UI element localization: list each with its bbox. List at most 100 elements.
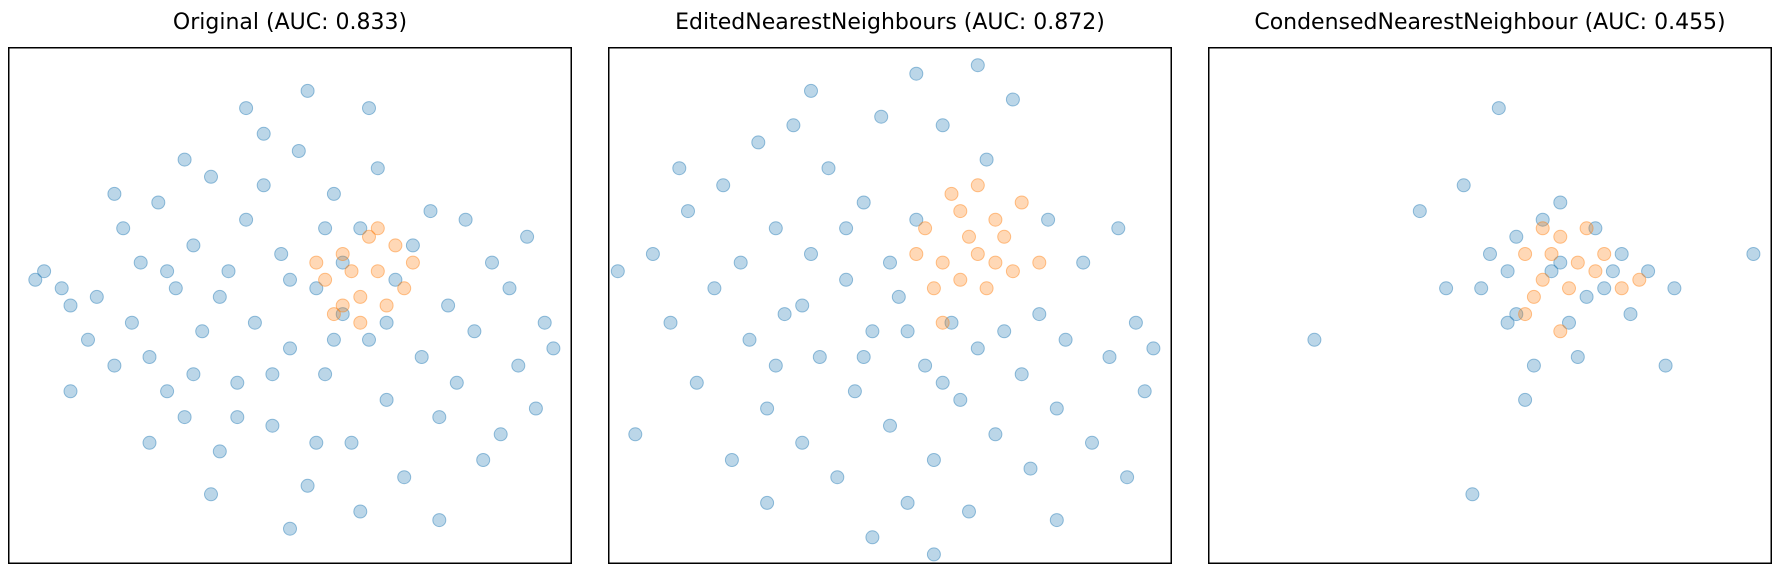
majority-point xyxy=(212,289,227,304)
majority-point xyxy=(107,186,122,201)
minority-point xyxy=(379,298,394,313)
majority-point xyxy=(370,161,385,176)
majority-point xyxy=(909,66,924,81)
majority-point xyxy=(186,367,201,382)
majority-point xyxy=(537,315,552,330)
majority-point xyxy=(274,247,289,261)
majority-point xyxy=(1439,281,1454,296)
majority-point xyxy=(168,281,183,296)
majority-point xyxy=(1623,307,1638,322)
minority-point xyxy=(362,229,376,244)
majority-point xyxy=(362,101,376,116)
majority-point xyxy=(1500,264,1515,279)
minority-point xyxy=(1553,324,1568,339)
majority-point xyxy=(1526,358,1541,373)
majority-point xyxy=(760,495,775,510)
majority-point xyxy=(81,332,95,347)
majority-point xyxy=(1509,307,1524,322)
majority-point xyxy=(1456,178,1471,193)
minority-point xyxy=(370,264,385,279)
majority-point xyxy=(1570,350,1585,364)
majority-point xyxy=(1076,255,1091,270)
minority-point xyxy=(970,178,985,193)
majority-point xyxy=(830,470,845,485)
majority-point xyxy=(1049,401,1064,416)
majority-point xyxy=(379,315,394,330)
majority-point xyxy=(204,169,218,184)
majority-point xyxy=(239,101,254,116)
majority-point xyxy=(1474,281,1489,296)
majority-point xyxy=(1005,92,1020,107)
majority-point xyxy=(362,332,376,347)
minority-point xyxy=(1632,272,1647,287)
scatter-plot-edited-nearest-neighbours xyxy=(608,47,1172,564)
majority-point xyxy=(177,410,192,425)
majority-point xyxy=(1553,195,1568,210)
majority-point xyxy=(511,358,526,373)
majority-point xyxy=(1023,461,1038,476)
minority-point xyxy=(1005,264,1020,279)
majority-point xyxy=(760,401,775,416)
majority-point xyxy=(432,410,447,425)
majority-point xyxy=(63,298,78,313)
majority-point xyxy=(795,298,810,313)
minority-point xyxy=(1518,247,1533,261)
majority-point xyxy=(926,453,941,467)
majority-point xyxy=(663,315,678,330)
majority-point xyxy=(476,453,491,467)
minority-point xyxy=(1562,281,1576,296)
majority-point xyxy=(935,375,950,390)
majority-point xyxy=(107,358,122,373)
majority-point xyxy=(1120,470,1135,485)
minority-point xyxy=(405,255,420,270)
majority-point xyxy=(777,307,792,322)
minority-point xyxy=(1579,221,1594,236)
majority-point xyxy=(883,255,897,270)
majority-point xyxy=(397,470,412,485)
majority-point xyxy=(786,118,801,133)
majority-point xyxy=(874,109,889,124)
minority-point xyxy=(979,281,994,296)
plot-frame xyxy=(1208,47,1772,564)
majority-point xyxy=(116,221,131,236)
majority-point xyxy=(865,324,880,339)
majority-point xyxy=(265,418,280,433)
plot-frame xyxy=(8,47,572,564)
minority-point xyxy=(353,289,368,304)
majority-point xyxy=(133,255,148,270)
majority-point xyxy=(1483,247,1497,261)
panel-edited-nearest-neighbours: EditedNearestNeighbours (AUC: 0.872) xyxy=(608,0,1172,585)
majority-point xyxy=(997,324,1012,339)
majority-point xyxy=(256,126,271,141)
majority-point xyxy=(953,392,968,407)
majority-point xyxy=(432,513,447,528)
majority-point xyxy=(839,221,854,236)
minority-point xyxy=(1614,281,1629,296)
majority-point xyxy=(239,212,254,227)
majority-point xyxy=(300,83,315,98)
minority-point xyxy=(970,247,985,261)
majority-point xyxy=(28,272,43,287)
minority-point xyxy=(1588,264,1603,279)
majority-point xyxy=(900,495,915,510)
majority-point xyxy=(1614,247,1629,261)
majority-point xyxy=(1553,255,1568,270)
majority-point xyxy=(1085,435,1099,450)
majority-point xyxy=(449,375,464,390)
majority-point xyxy=(1562,315,1576,330)
majority-point xyxy=(672,161,687,176)
minority-point xyxy=(1597,247,1612,261)
majority-point xyxy=(1412,204,1427,219)
minority-series xyxy=(1518,221,1647,339)
majority-point xyxy=(1014,367,1029,382)
panel-condensed-nearest-neighbour: CondensedNearestNeighbour (AUC: 0.455) xyxy=(1208,0,1772,585)
majority-point xyxy=(230,410,245,425)
majority-point xyxy=(891,289,906,304)
majority-point xyxy=(865,530,880,545)
majority-point xyxy=(54,281,69,296)
majority-point xyxy=(751,135,766,150)
majority-point xyxy=(291,144,306,158)
majority-point xyxy=(821,161,836,176)
minority-point xyxy=(1535,221,1550,236)
majority-point xyxy=(247,315,262,330)
